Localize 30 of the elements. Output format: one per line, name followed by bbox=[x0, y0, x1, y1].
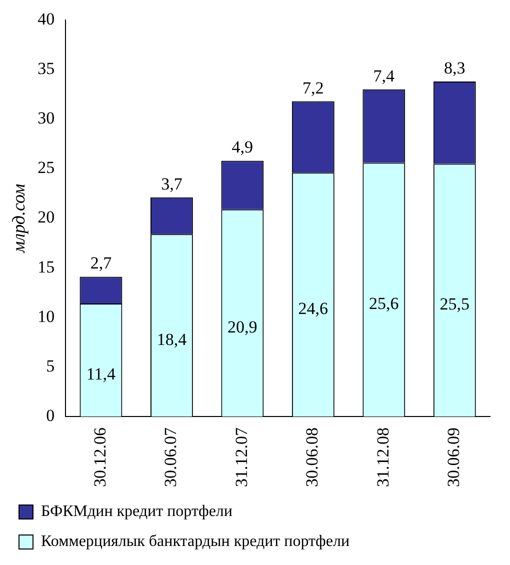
data-label: 20,9 bbox=[228, 317, 258, 336]
legend-label: Коммерциялык банктардын кредит портфели bbox=[41, 533, 350, 550]
x-tick-label: 30.06.09 bbox=[444, 428, 464, 487]
data-label: 8,3 bbox=[444, 58, 466, 78]
x-tick-label: 30.06.08 bbox=[302, 428, 322, 487]
y-tick-label: 15 bbox=[38, 257, 55, 276]
x-tick-label: 31.12.08 bbox=[373, 428, 392, 487]
x-tick-label: 30.12.06 bbox=[90, 428, 110, 487]
y-tick-label: 35 bbox=[38, 59, 55, 78]
legend-label: БФКМдин кредит портфели bbox=[41, 503, 233, 520]
data-label: 2,7 bbox=[90, 254, 112, 273]
y-axis-title: млрд.сом bbox=[8, 183, 29, 254]
data-label: 25,5 bbox=[440, 294, 470, 314]
x-tick-label: 31.12.07 bbox=[232, 427, 251, 487]
y-tick-label: 5 bbox=[46, 356, 55, 376]
y-tick-label: 25 bbox=[38, 158, 55, 178]
data-label: 25,6 bbox=[369, 294, 399, 314]
y-tick-label: 10 bbox=[38, 306, 55, 326]
y-tick-label: 0 bbox=[46, 406, 55, 425]
x-tick-label: 30.06.07 bbox=[161, 427, 180, 487]
y-tick-label: 40 bbox=[38, 9, 55, 28]
data-label: 11,4 bbox=[86, 364, 116, 384]
y-tick-label: 20 bbox=[38, 208, 55, 227]
data-label: 4,9 bbox=[232, 138, 254, 157]
data-label: 7,2 bbox=[302, 78, 324, 98]
data-label: 7,4 bbox=[373, 66, 396, 86]
data-label: 3,7 bbox=[161, 174, 183, 194]
data-label: 18,4 bbox=[156, 330, 188, 349]
y-tick-label: 30 bbox=[38, 108, 55, 128]
data-label: 24,6 bbox=[298, 299, 328, 318]
